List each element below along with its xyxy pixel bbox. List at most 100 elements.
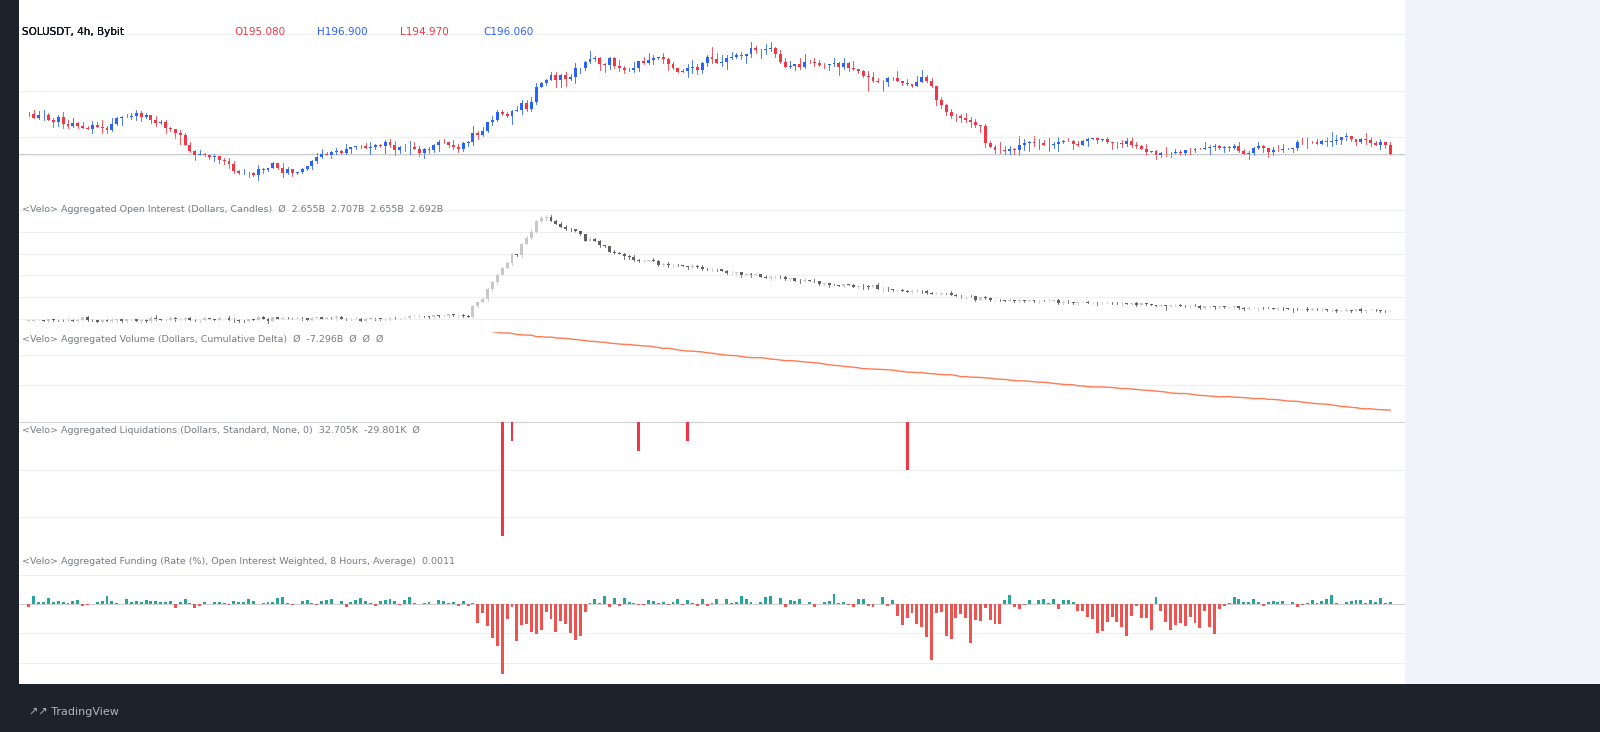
Bar <box>1320 141 1323 143</box>
Bar <box>706 57 709 63</box>
Bar <box>72 320 74 321</box>
Bar <box>1350 602 1352 604</box>
Bar <box>306 318 309 320</box>
Bar <box>1184 150 1187 152</box>
Bar <box>1053 600 1054 604</box>
Bar <box>1125 604 1128 636</box>
Bar <box>110 320 114 321</box>
Bar <box>827 602 830 604</box>
Bar <box>658 602 659 604</box>
Bar <box>858 69 859 71</box>
Bar <box>627 602 630 604</box>
Bar <box>1125 303 1128 304</box>
Bar <box>520 604 523 625</box>
Bar <box>144 320 147 321</box>
Bar <box>139 320 142 321</box>
Bar <box>539 217 542 221</box>
Bar <box>872 604 875 607</box>
Bar <box>589 239 592 241</box>
Bar <box>1360 309 1362 311</box>
Bar <box>784 62 787 67</box>
Bar <box>701 599 704 604</box>
Bar <box>808 602 811 604</box>
Bar <box>877 81 880 82</box>
Bar <box>1222 147 1226 149</box>
Bar <box>994 604 997 624</box>
Bar <box>906 604 909 618</box>
Bar <box>184 135 187 145</box>
Bar <box>1008 595 1011 604</box>
Bar <box>798 64 802 67</box>
Bar <box>277 317 280 318</box>
Bar <box>646 60 650 63</box>
Bar <box>1058 142 1059 143</box>
Bar <box>149 115 152 120</box>
Bar <box>320 601 323 604</box>
Bar <box>1208 604 1211 627</box>
Bar <box>901 604 904 625</box>
Bar <box>1350 310 1352 311</box>
Bar <box>262 317 264 319</box>
Bar <box>672 602 675 604</box>
Bar <box>451 145 454 146</box>
Bar <box>1165 305 1166 306</box>
Bar <box>944 604 947 636</box>
Bar <box>906 291 909 292</box>
Bar <box>706 604 709 606</box>
Bar <box>1315 603 1318 604</box>
Bar <box>315 157 318 161</box>
Bar <box>974 604 978 620</box>
Bar <box>1150 304 1152 305</box>
Bar <box>779 598 782 604</box>
Bar <box>574 229 578 231</box>
Bar <box>984 604 987 608</box>
Bar <box>534 604 538 635</box>
Bar <box>744 599 747 604</box>
Bar <box>725 58 728 62</box>
Bar <box>422 149 426 153</box>
Bar <box>422 603 426 604</box>
Bar <box>1091 138 1094 139</box>
Bar <box>339 151 342 154</box>
Text: 0.0011: 0.0011 <box>1410 597 1443 608</box>
Bar <box>1096 138 1099 140</box>
Bar <box>594 600 597 604</box>
Bar <box>286 603 290 604</box>
Bar <box>755 48 757 50</box>
Bar <box>1106 604 1109 622</box>
Text: O195.080: O195.080 <box>234 27 285 37</box>
Bar <box>1208 147 1211 148</box>
Bar <box>267 319 269 321</box>
Bar <box>827 283 830 285</box>
Bar <box>525 604 528 624</box>
Bar <box>134 319 138 321</box>
Bar <box>227 161 230 165</box>
Bar <box>925 291 928 293</box>
Bar <box>1194 604 1197 623</box>
Bar <box>813 280 816 281</box>
Bar <box>974 122 978 124</box>
Bar <box>891 600 894 604</box>
Bar <box>198 604 202 606</box>
Bar <box>1022 143 1026 144</box>
Bar <box>925 604 928 637</box>
Bar <box>827 64 830 65</box>
Bar <box>1355 600 1357 604</box>
Bar <box>1262 604 1264 605</box>
Bar <box>1155 597 1157 604</box>
Bar <box>651 59 654 60</box>
Bar <box>965 118 966 121</box>
Bar <box>822 602 826 604</box>
Bar <box>696 67 699 70</box>
Bar <box>1134 304 1138 305</box>
Bar <box>62 602 64 604</box>
Bar <box>1334 603 1338 604</box>
Bar <box>1203 604 1206 611</box>
Bar <box>506 263 509 268</box>
Bar <box>589 603 592 604</box>
Bar <box>1130 141 1133 144</box>
Bar <box>501 422 504 537</box>
Bar <box>56 601 59 604</box>
Bar <box>432 145 435 150</box>
Bar <box>334 316 338 318</box>
